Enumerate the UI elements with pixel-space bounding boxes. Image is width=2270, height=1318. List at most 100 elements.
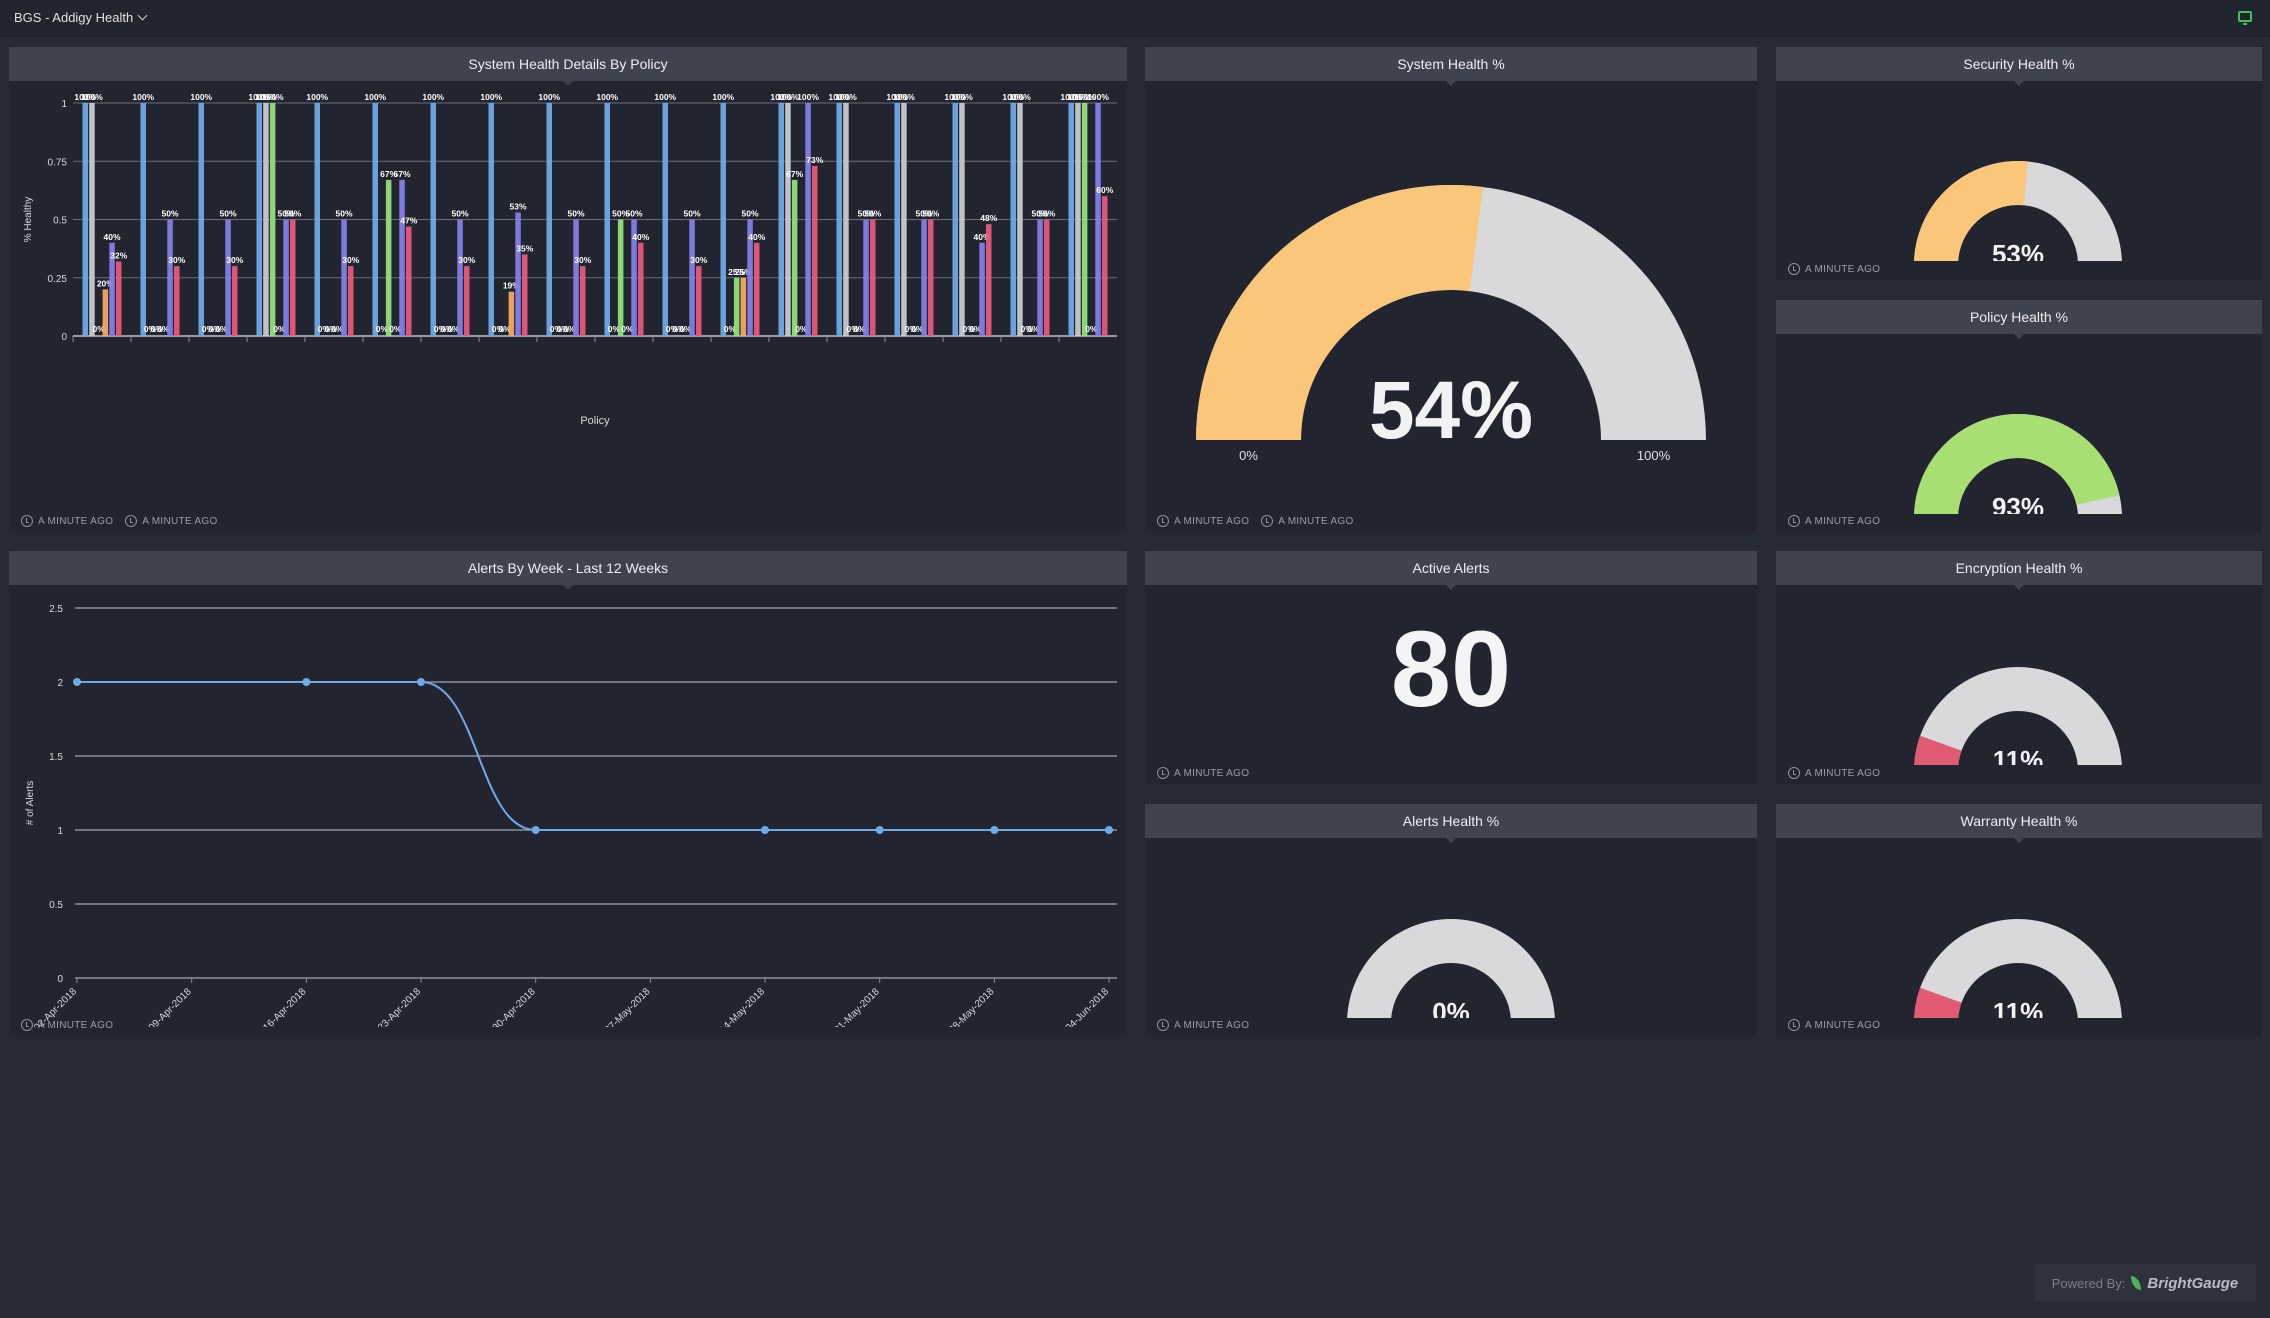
bar — [604, 103, 610, 336]
powered-by-badge[interactable]: Powered By: BrightGauge — [2034, 1264, 2256, 1302]
bar-value-label: 0% — [157, 324, 170, 334]
widget-header[interactable]: Policy Health % — [1776, 300, 2262, 339]
bar-value-label: 100% — [828, 92, 850, 102]
widget-header[interactable]: System Health % — [1145, 47, 1757, 86]
alerts-health-widget: Alerts Health % 0%0%100% A MINUTE AGO — [1145, 804, 1757, 1037]
bar-value-label: 40% — [974, 232, 991, 242]
bar — [174, 266, 180, 336]
dashboard-selector[interactable]: BGS - Addigy Health — [14, 10, 148, 25]
bar — [167, 219, 173, 336]
bar-value-label: 40% — [748, 232, 765, 242]
y-tick-label: 0.75 — [48, 157, 68, 168]
last-updated: A MINUTE AGO — [1788, 263, 1880, 275]
bar-value-label: 50% — [742, 209, 759, 219]
bar — [573, 219, 579, 336]
bar — [457, 219, 463, 336]
tv-mode-icon[interactable] — [2238, 11, 2252, 25]
bar-value-label: 0% — [215, 324, 228, 334]
widget-title: Alerts Health % — [1402, 813, 1500, 829]
bar-value-label: 100% — [1074, 92, 1096, 102]
clock-icon — [21, 515, 33, 527]
bar — [102, 289, 109, 336]
bar — [1095, 103, 1101, 336]
x-tick-label: 23-Apr-2018 — [376, 986, 423, 1027]
widget-title: Warranty Health % — [1960, 813, 2078, 829]
bar-value-label: 30% — [226, 255, 243, 265]
bar — [263, 103, 269, 336]
widget-footer: A MINUTE AGO A MINUTE AGO — [21, 515, 218, 527]
bar — [89, 103, 95, 336]
bar-value-label: 67% — [394, 169, 411, 179]
bar-value-label: 0% — [905, 324, 918, 334]
data-point — [875, 826, 884, 834]
bar — [617, 219, 624, 336]
bar-value-label: 0% — [679, 324, 692, 334]
widget-header[interactable]: Encryption Health % — [1776, 551, 2262, 590]
bar — [232, 266, 238, 336]
widget-header[interactable]: Alerts By Week - Last 12 Weeks — [9, 551, 1127, 590]
active-alerts-value: 80 — [1390, 608, 1512, 729]
gauge-min-label: 0% — [1239, 448, 1258, 463]
widget-header[interactable]: Alerts Health % — [1145, 804, 1757, 843]
bar-value-label: 0% — [563, 324, 576, 334]
x-tick-label: 16-Apr-2018 — [261, 986, 308, 1027]
gauge-track — [1914, 919, 2122, 1018]
bar — [399, 179, 405, 336]
bar-value-label: 30% — [690, 255, 707, 265]
bar-value-label: 100% — [190, 92, 212, 102]
alerts-health-gauge: 0%0%100% — [1347, 919, 1555, 1018]
top-bar: BGS - Addigy Health — [0, 0, 2270, 37]
system-health-gauge: 54% 0% 100% — [1196, 185, 1706, 463]
gauge-fill — [1914, 987, 1962, 1018]
bar-value-label: 100% — [248, 92, 270, 102]
y-tick-label: 0 — [57, 974, 63, 985]
widget-header[interactable]: Active Alerts — [1145, 551, 1757, 590]
bar — [1017, 103, 1023, 336]
bar-value-label: 50% — [916, 209, 933, 219]
clock-icon — [125, 515, 138, 527]
bar-value-label: 25% — [728, 267, 745, 277]
bar-value-label: 0% — [550, 324, 563, 334]
bar-value-label: 67% — [380, 169, 397, 179]
bar — [580, 266, 586, 336]
widget-title: Active Alerts — [1412, 560, 1490, 576]
widget-header[interactable]: Warranty Health % — [1776, 804, 2262, 843]
y-tick-label: 0.5 — [53, 216, 67, 227]
bar-value-label: 30% — [574, 255, 591, 265]
bar-value-label: 67% — [786, 169, 803, 179]
bar — [348, 266, 354, 336]
bar — [812, 165, 818, 336]
bar-value-label: 50% — [1038, 209, 1055, 219]
bar — [116, 261, 122, 336]
bar-value-label: 73% — [806, 155, 823, 165]
brightgauge-brand: BrightGauge — [2147, 1274, 2239, 1292]
bar-value-label: 0% — [795, 324, 808, 334]
bar-value-label: 50% — [864, 209, 881, 219]
widget-header[interactable]: System Health Details By Policy — [9, 47, 1127, 86]
bar — [1037, 219, 1043, 336]
gauge-fill — [1196, 185, 1483, 440]
bar-value-label: 0% — [273, 324, 286, 334]
bar — [733, 277, 740, 336]
data-point — [761, 826, 769, 834]
bar-value-label: 30% — [168, 255, 185, 265]
brightgauge-logo-icon — [2131, 1276, 2142, 1290]
data-point — [990, 826, 999, 834]
y-axis-label: % Healthy — [23, 197, 34, 243]
last-updated: A MINUTE AGO — [1788, 515, 1880, 527]
gauge-fill — [1914, 414, 2120, 514]
bar-value-label: 100% — [770, 92, 792, 102]
bar — [894, 103, 900, 336]
chevron-down-icon — [137, 10, 148, 21]
widget-header[interactable]: Security Health % — [1776, 47, 2262, 86]
bar-value-label: 100% — [480, 92, 502, 102]
bar — [689, 219, 695, 336]
data-point — [417, 678, 425, 686]
security-health-gauge: 53%0%100% — [1914, 161, 2122, 261]
clock-icon — [1788, 767, 1800, 779]
bar — [198, 103, 204, 336]
bar-value-label: 53% — [510, 202, 527, 212]
policy-chart-widget: System Health Details By Policy 0 0.25 0.5… — [9, 47, 1127, 533]
policy-health-widget: Policy Health % 93%0%100% A MINUTE AGO — [1776, 300, 2262, 533]
bar — [754, 242, 760, 336]
